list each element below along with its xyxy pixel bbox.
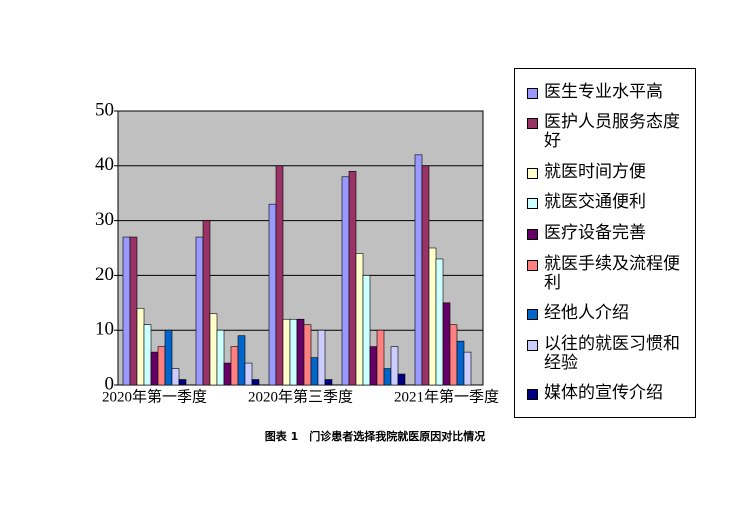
- bar: [397, 373, 406, 386]
- legend-item: 媒体的宣传介绍: [515, 384, 695, 403]
- bar: [303, 324, 312, 386]
- legend-item: 以往的就医习惯和经验: [515, 333, 695, 373]
- bar: [414, 154, 423, 386]
- y-tick-label: 40: [95, 154, 114, 175]
- bar: [136, 307, 145, 386]
- bar: [324, 379, 333, 386]
- bar: [421, 165, 430, 386]
- bar: [157, 346, 166, 386]
- bar: [383, 368, 392, 386]
- x-tick-label: 2021年第一季度: [394, 387, 499, 405]
- bar: [463, 351, 472, 386]
- legend-swatch: [527, 228, 538, 240]
- bar: [435, 258, 444, 386]
- legend-item: 就医时间方便: [515, 161, 695, 182]
- legend-label: 医护人员服务态度好: [544, 112, 680, 152]
- bar: [376, 329, 385, 386]
- y-tick-label: 30: [95, 209, 114, 230]
- bar: [244, 362, 253, 386]
- bar: [129, 236, 138, 386]
- bar: [282, 318, 291, 386]
- legend-swatch: [527, 389, 538, 401]
- legend-label: 就医交通便利: [544, 192, 646, 213]
- legend-item: 医护人员服务态度好: [515, 113, 695, 151]
- legend-swatch: [527, 198, 538, 210]
- bar: [362, 275, 371, 386]
- bar: [209, 313, 218, 386]
- legend-swatch: [527, 309, 538, 321]
- bar: [223, 362, 232, 386]
- y-tick-label: 20: [95, 264, 114, 285]
- legend-label: 医疗设备完善: [544, 222, 646, 243]
- legend-item: 医生专业水平高: [515, 81, 695, 102]
- legend-swatch: [527, 259, 538, 271]
- legend-swatch: [527, 87, 538, 99]
- x-tick-label: 2020年第三季度: [248, 387, 353, 405]
- bar: [428, 247, 437, 386]
- bar: [178, 379, 187, 386]
- bar: [202, 220, 211, 386]
- bar: [310, 357, 319, 386]
- legend-label: 经他人介绍: [544, 303, 629, 324]
- bar: [456, 340, 465, 386]
- legend-swatch: [527, 339, 538, 351]
- bar: [230, 346, 239, 386]
- legend-swatch: [527, 167, 538, 179]
- legend: 医生专业水平高医护人员服务态度好就医时间方便 就医交通便利 医疗设备完善就医手续及流…: [514, 68, 696, 418]
- bar: [317, 329, 326, 386]
- bar: [122, 236, 131, 386]
- legend-item: 经他人介绍: [515, 304, 695, 323]
- legend-label: 以往的就医习惯和经验: [544, 333, 680, 373]
- legend-item: 就医交通便利: [515, 193, 695, 212]
- bar: [341, 176, 350, 386]
- bar: [216, 329, 225, 386]
- bar: [348, 170, 357, 386]
- legend-swatch: [527, 118, 538, 130]
- bar: [275, 165, 284, 386]
- y-tick-label: 50: [95, 99, 114, 120]
- bar: [143, 324, 152, 386]
- legend-label: 医生专业水平高: [544, 81, 663, 102]
- bar: [289, 318, 298, 386]
- bar: [195, 236, 204, 386]
- bar: [237, 335, 246, 386]
- bar: [171, 368, 180, 386]
- bar: [369, 346, 378, 386]
- legend-label: 就医时间方便: [544, 161, 646, 182]
- bar: [442, 302, 451, 386]
- bar: [296, 318, 305, 386]
- legend-label: 媒体的宣传介绍: [544, 383, 663, 404]
- bar: [268, 203, 277, 386]
- legend-item: 医疗设备完善: [515, 222, 695, 243]
- caption: 图表 1 门诊患者选择我院就医原因对比情况: [264, 430, 486, 443]
- bar: [355, 253, 364, 386]
- bar: [449, 324, 458, 386]
- x-tick-label: 2020年第一季度: [102, 387, 207, 405]
- legend-item: 就医手续及流程便利: [515, 253, 695, 293]
- bar: [164, 329, 173, 386]
- legend-label: 就医手续及流程便利: [544, 253, 680, 293]
- bar: [251, 379, 260, 386]
- y-tick-label: 0: [105, 373, 115, 394]
- bar: [390, 346, 399, 386]
- y-tick-label: 10: [95, 319, 114, 340]
- bar: [150, 351, 159, 386]
